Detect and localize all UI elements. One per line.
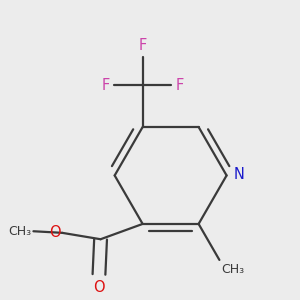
Text: CH₃: CH₃ — [221, 263, 244, 276]
Text: O: O — [49, 225, 61, 240]
Text: F: F — [175, 78, 184, 93]
Text: F: F — [139, 38, 147, 53]
Text: N: N — [234, 167, 244, 182]
Text: O: O — [93, 280, 105, 295]
Text: CH₃: CH₃ — [9, 225, 32, 238]
Text: F: F — [102, 78, 110, 93]
